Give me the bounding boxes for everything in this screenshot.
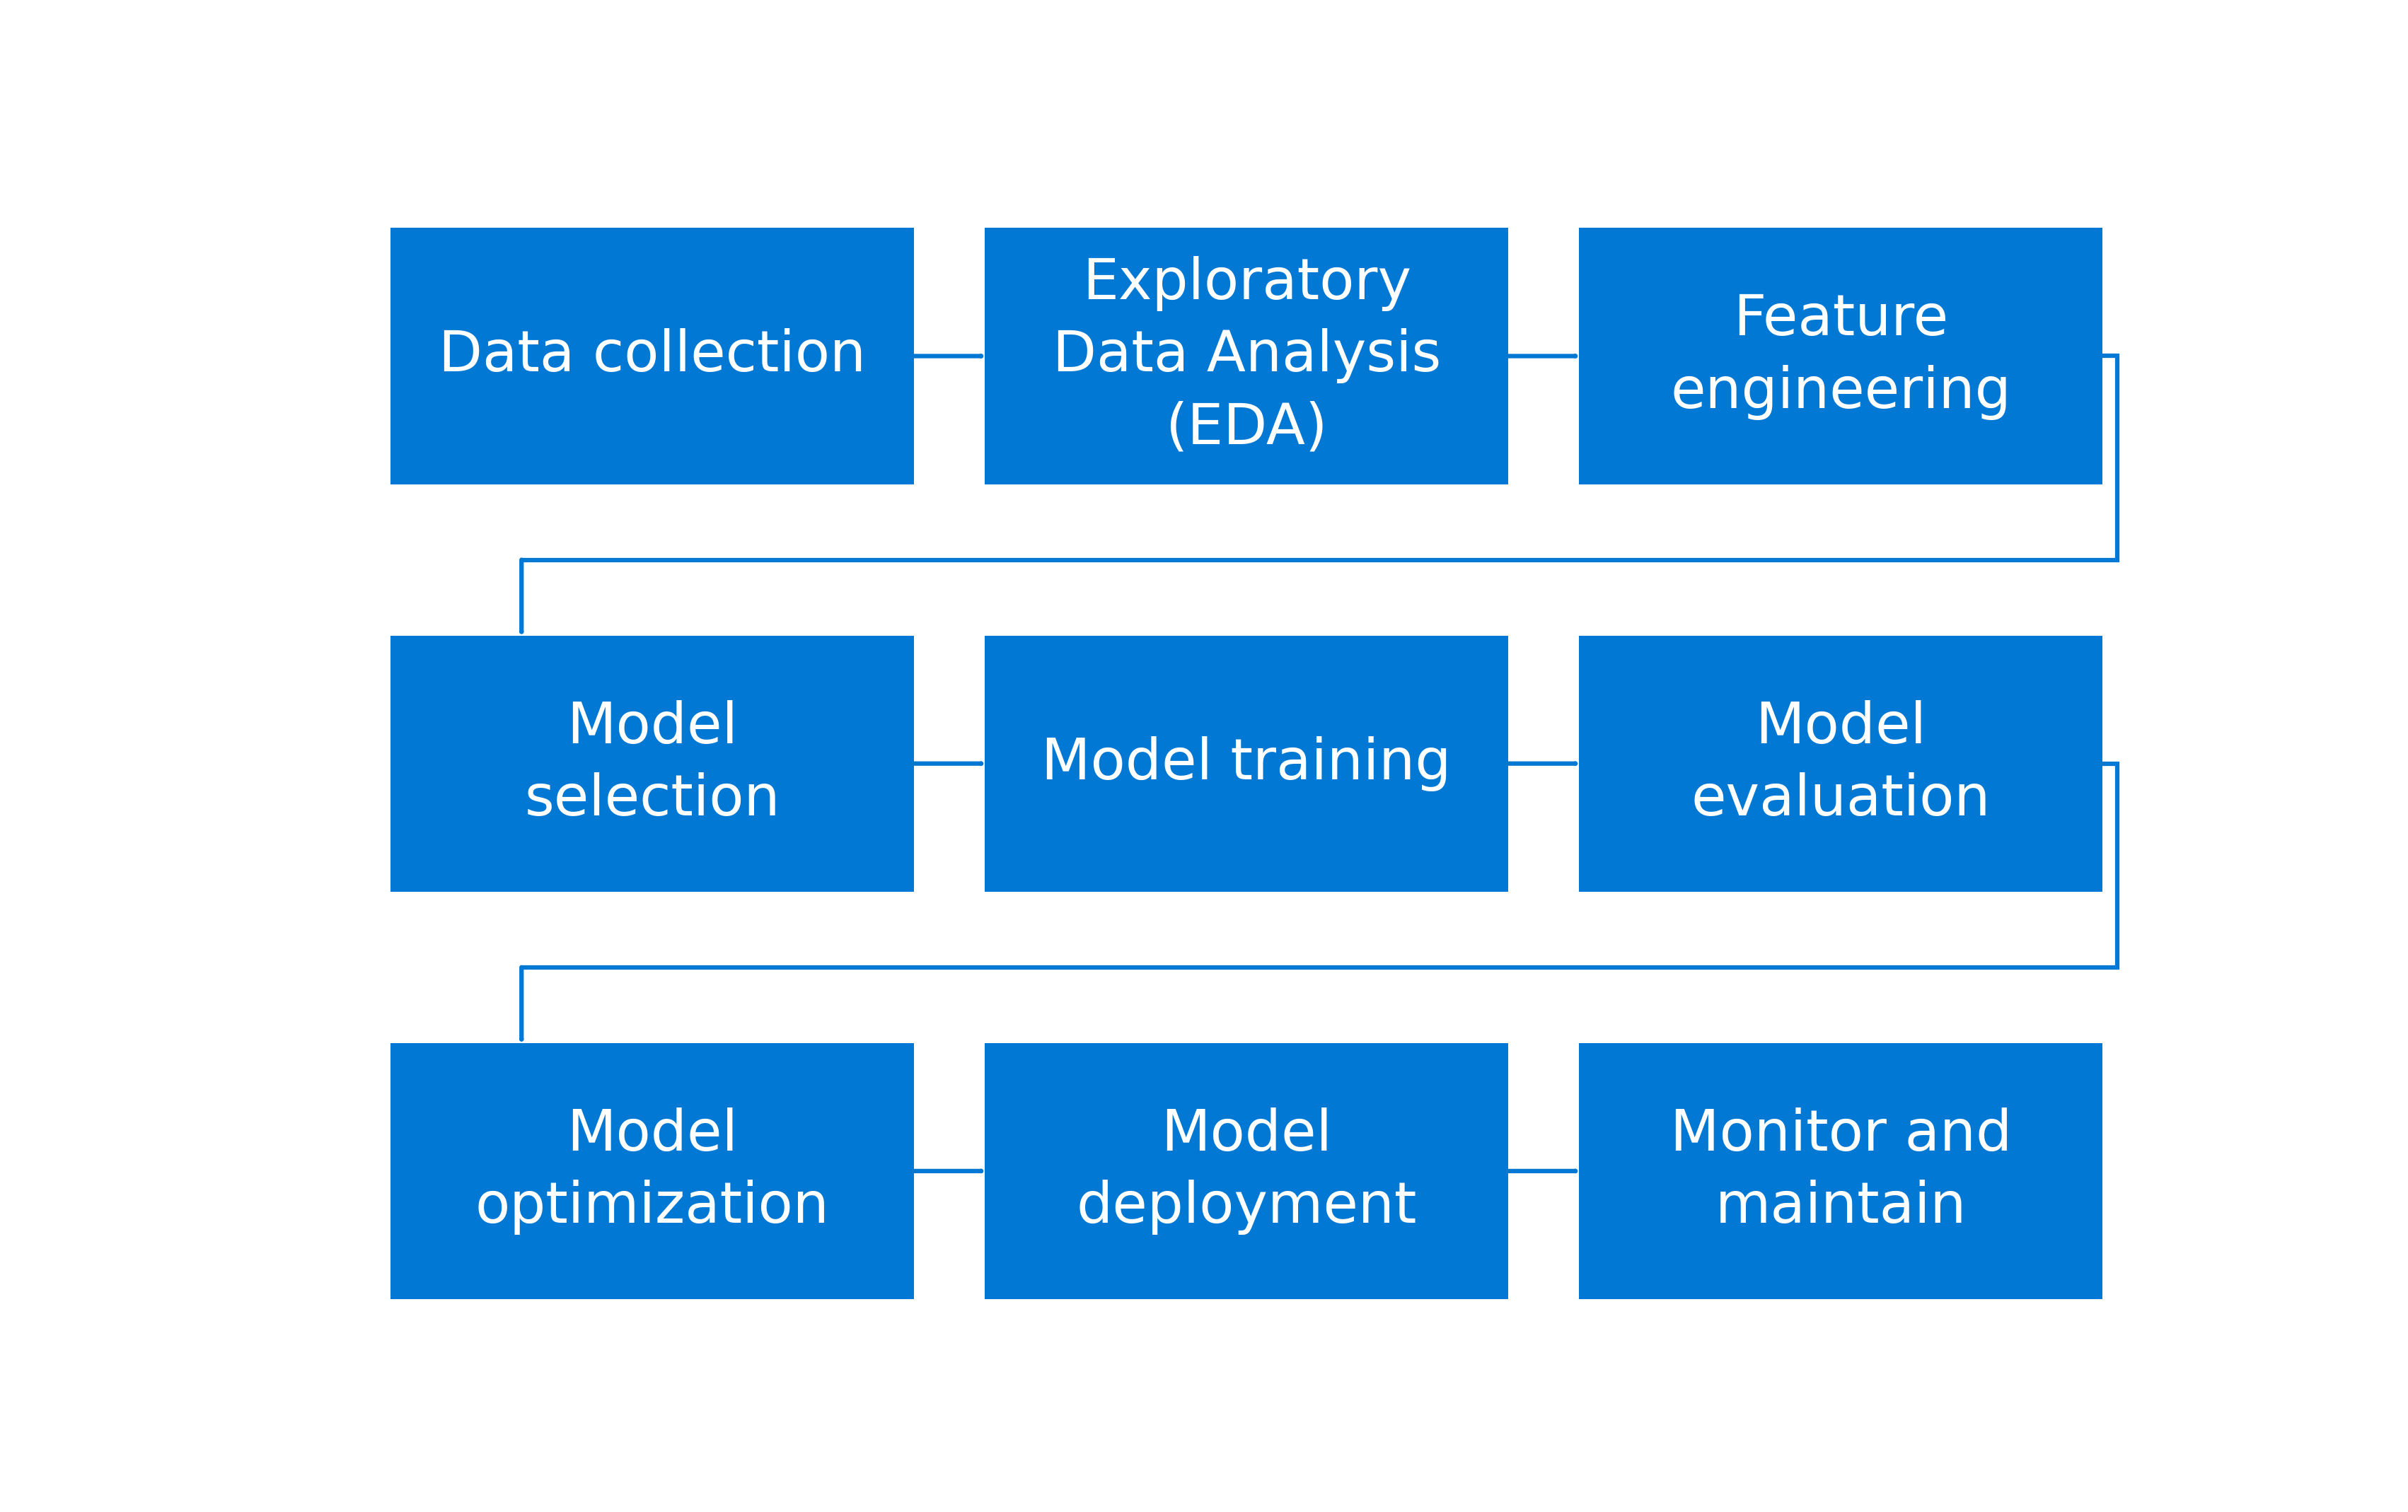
FancyBboxPatch shape xyxy=(985,228,1507,484)
Text: Exploratory
Data Analysis
(EDA): Exploratory Data Analysis (EDA) xyxy=(1052,256,1440,457)
FancyBboxPatch shape xyxy=(390,1043,913,1299)
Text: Model
deployment: Model deployment xyxy=(1076,1107,1416,1235)
FancyBboxPatch shape xyxy=(1580,635,2102,892)
FancyBboxPatch shape xyxy=(390,635,913,892)
Text: Model
selection: Model selection xyxy=(525,700,780,827)
FancyBboxPatch shape xyxy=(390,228,913,484)
Text: Model training: Model training xyxy=(1040,736,1452,791)
FancyBboxPatch shape xyxy=(985,1043,1507,1299)
Text: Data collection: Data collection xyxy=(438,328,867,384)
FancyBboxPatch shape xyxy=(985,635,1507,892)
FancyBboxPatch shape xyxy=(1580,228,2102,484)
Text: Model
evaluation: Model evaluation xyxy=(1690,700,1989,827)
Text: Monitor and
maintain: Monitor and maintain xyxy=(1669,1107,2011,1235)
Text: Model
optimization: Model optimization xyxy=(474,1107,828,1235)
FancyBboxPatch shape xyxy=(1580,1043,2102,1299)
Text: Feature
engineering: Feature engineering xyxy=(1669,292,2011,420)
